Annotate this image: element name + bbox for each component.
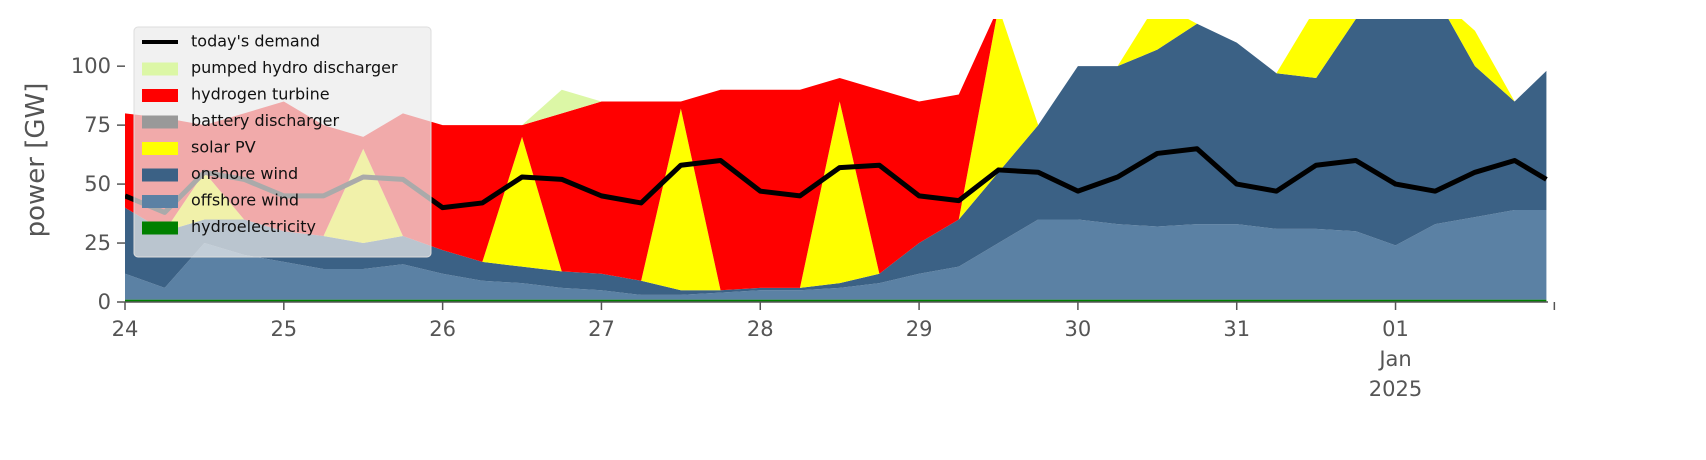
legend-swatch [142,62,178,76]
legend-label: solar PV [191,138,256,157]
legend-label: onshore wind [191,164,298,183]
x-tick-label: 27 [588,317,615,341]
legend-label: hydroelectricity [191,217,316,236]
y-tick-label: 25 [84,231,111,255]
x-tick-label: 31 [1223,317,1250,341]
area [125,19,1547,291]
x-tick-label: 28 [747,317,774,341]
x-tick-label: 24 [112,317,139,341]
x-tick-label: 25 [270,317,297,341]
legend-box [133,26,432,258]
y-tick-label: 0 [98,290,111,314]
legend-swatch [142,195,178,208]
legend-swatch [142,168,178,182]
legend-swatch [142,115,178,129]
y-tick-label: 75 [84,113,111,137]
legend-label: pumped hydro discharger [191,58,398,77]
legend-label: hydrogen turbine [191,85,330,104]
legend-label: offshore wind [191,191,299,210]
area [125,210,1547,300]
area [125,19,1547,291]
y-axis-label: power [GW] [21,83,51,238]
y-tick-label: 50 [84,172,111,196]
x-tick-label: 29 [906,317,933,341]
x-tick-label: 30 [1065,317,1092,341]
legend-label: battery discharger [191,111,339,130]
x-tick-label: 26 [429,317,456,341]
x-tick-label: 01 Jan 2025 [1369,317,1422,401]
legend-swatch [142,89,178,102]
y-tick-label: 100 [71,54,111,78]
legend-swatch [142,142,178,155]
legend-swatch [142,221,178,235]
legend-label: today's demand [191,32,320,51]
area [125,19,1547,295]
